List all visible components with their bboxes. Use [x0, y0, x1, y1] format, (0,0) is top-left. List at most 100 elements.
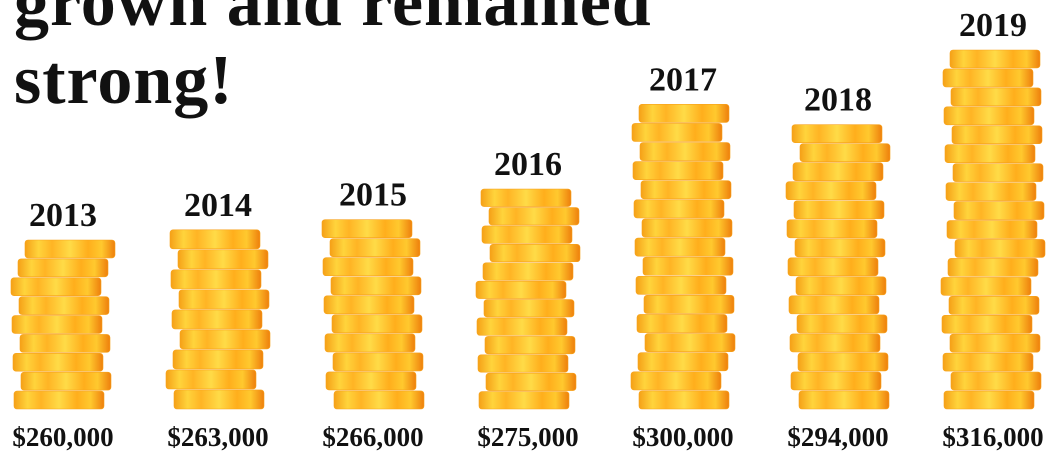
coin — [789, 333, 881, 353]
coin-stack — [10, 239, 116, 410]
coin — [11, 315, 103, 334]
coin — [631, 123, 723, 142]
coin — [24, 239, 116, 259]
coin — [797, 352, 889, 372]
coin — [331, 314, 423, 334]
coin — [950, 371, 1042, 391]
coin — [943, 390, 1035, 410]
coin — [796, 314, 888, 334]
coin — [946, 220, 1038, 239]
coin — [637, 352, 729, 372]
coin — [786, 219, 878, 239]
coin — [480, 188, 572, 207]
coin — [642, 256, 734, 276]
coin — [329, 238, 421, 258]
coin — [172, 349, 264, 370]
coin — [785, 181, 877, 201]
coin — [169, 229, 261, 250]
coin — [947, 258, 1039, 277]
coin — [795, 276, 887, 296]
year-label: 2013 — [29, 197, 97, 234]
coin-stack — [940, 49, 1046, 410]
coin — [787, 257, 879, 277]
coin — [633, 199, 725, 219]
coin — [630, 371, 722, 391]
coin — [482, 262, 574, 281]
coin — [951, 125, 1043, 145]
coin — [641, 218, 733, 238]
coin — [792, 162, 884, 182]
value-label: $316,000 — [942, 422, 1043, 451]
coin — [321, 219, 413, 238]
value-label: $266,000 — [322, 422, 423, 451]
coin — [19, 334, 111, 353]
coin — [944, 144, 1036, 163]
coin — [942, 68, 1034, 88]
coin — [953, 201, 1045, 220]
coin — [788, 295, 880, 315]
coin — [635, 275, 727, 295]
coin — [949, 49, 1041, 69]
chart-title: grown and remained strong! — [14, 0, 652, 119]
coin — [488, 207, 580, 226]
coin — [949, 333, 1041, 353]
coin — [644, 333, 736, 352]
coin — [171, 309, 263, 330]
year-label: 2015 — [339, 177, 407, 214]
coin — [475, 280, 567, 299]
coin — [178, 289, 270, 310]
coin-stack — [630, 103, 736, 410]
value-label: $260,000 — [12, 422, 113, 451]
coin — [943, 106, 1035, 126]
coin — [481, 225, 573, 244]
coin — [638, 390, 730, 410]
coin — [940, 277, 1032, 296]
coin — [173, 389, 265, 410]
coin — [484, 336, 576, 355]
value-label: $263,000 — [167, 422, 268, 451]
coin — [954, 239, 1046, 258]
coin — [333, 390, 425, 410]
coin — [17, 258, 109, 278]
coin — [639, 142, 731, 161]
coin — [798, 390, 890, 410]
year-label: 2019 — [959, 7, 1027, 44]
coin — [643, 295, 735, 314]
value-label: $275,000 — [477, 422, 578, 451]
coin — [477, 354, 569, 373]
coin — [794, 238, 886, 258]
year-label: 2017 — [649, 61, 717, 98]
coin — [325, 371, 417, 391]
coin — [483, 299, 575, 318]
coin — [324, 333, 416, 353]
coin — [634, 237, 726, 257]
coin — [20, 371, 112, 391]
coin — [640, 180, 732, 200]
coin — [636, 314, 728, 333]
coin — [485, 372, 577, 391]
coin — [790, 371, 882, 391]
coin — [799, 143, 891, 162]
coin — [10, 277, 102, 296]
coin — [165, 369, 257, 390]
coin — [478, 391, 570, 410]
coin — [950, 87, 1042, 107]
coin — [791, 124, 883, 143]
coin — [322, 257, 414, 277]
coin — [170, 269, 262, 290]
value-label: $294,000 — [787, 422, 888, 451]
coin — [323, 295, 415, 315]
coin — [332, 352, 424, 372]
coin — [18, 296, 110, 315]
coin — [942, 352, 1034, 372]
coin — [945, 182, 1037, 201]
year-label: 2016 — [494, 146, 562, 183]
coin — [179, 329, 271, 350]
coin-stack — [321, 219, 425, 410]
year-label: 2018 — [804, 82, 872, 119]
coin — [952, 163, 1044, 182]
coin — [476, 317, 568, 336]
coin — [632, 161, 724, 181]
